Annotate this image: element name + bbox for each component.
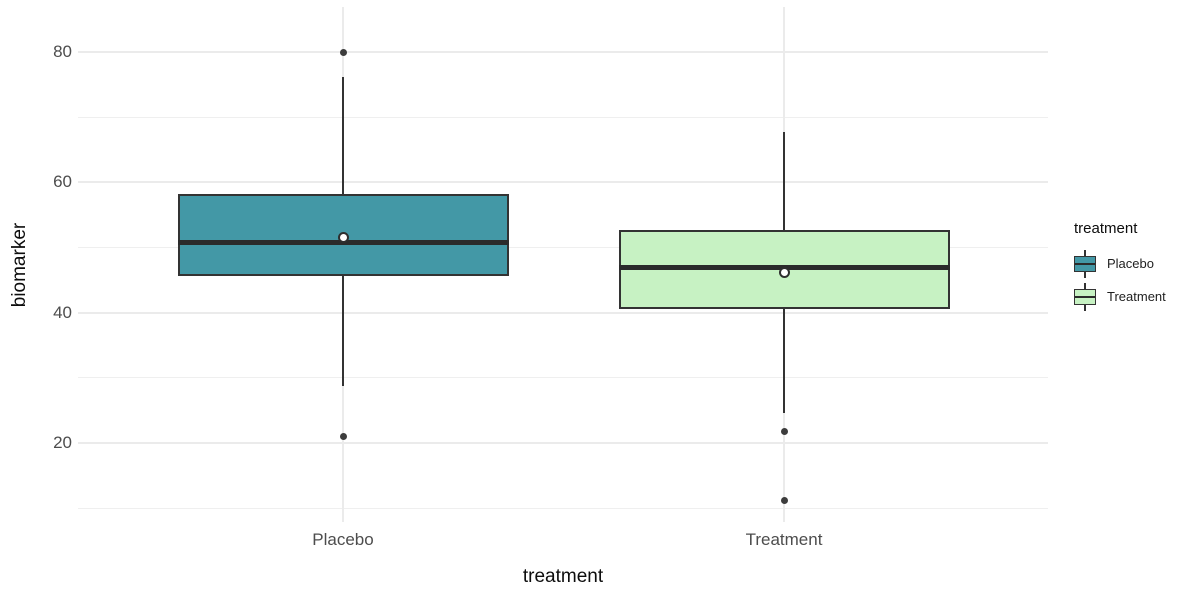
x-tick-label: Placebo	[312, 530, 374, 549]
legend-label-placebo: Placebo	[1107, 256, 1154, 271]
gridline-minor	[78, 377, 1048, 379]
outlier-point	[339, 48, 347, 56]
y-tick-label: 20	[53, 433, 72, 452]
outlier-point	[780, 496, 788, 504]
legend-label-treatment: Treatment	[1107, 289, 1166, 304]
x-axis-title: treatment	[522, 566, 604, 587]
glyph-whisker-top	[1084, 249, 1086, 256]
y-axis-title: biomarker	[9, 222, 30, 308]
boxplot-glyph-icon	[1072, 282, 1098, 311]
glyph-median	[1075, 295, 1095, 298]
whisker-lower	[783, 308, 785, 414]
glyph-box	[1074, 288, 1096, 305]
boxplot-glyph-icon	[1072, 249, 1098, 278]
mean-point	[778, 267, 790, 279]
legend-key-treatment: Treatment	[1072, 280, 1198, 313]
whisker-upper	[342, 77, 344, 195]
outlier-point	[339, 432, 347, 440]
gridline-minor	[78, 247, 1048, 248]
glyph-whisker-bottom	[1084, 304, 1086, 311]
legend-key-placebo: Placebo	[1072, 247, 1198, 280]
glyph-median	[1075, 262, 1095, 265]
legend-title: treatment	[1074, 220, 1138, 237]
whisker-upper	[783, 132, 785, 230]
glyph-box	[1074, 255, 1096, 272]
glyph-whisker-bottom	[1084, 271, 1086, 278]
x-tick-label: Treatment	[745, 530, 823, 549]
outlier-point	[780, 428, 788, 436]
gridline-major	[78, 51, 1048, 53]
legend: treatment Placebo Treatment	[1072, 220, 1198, 313]
gridline-major	[78, 442, 1048, 444]
y-tick-label: 60	[53, 172, 72, 192]
gridline-major	[78, 181, 1048, 184]
whisker-lower	[342, 276, 344, 387]
y-tick-label: 40	[53, 302, 72, 322]
gridline-major	[78, 311, 1048, 314]
glyph-whisker-top	[1084, 282, 1086, 289]
gridline-minor	[78, 507, 1048, 509]
y-tick-label: 80	[53, 42, 72, 61]
gridline-minor	[78, 116, 1048, 118]
mean-point	[337, 232, 349, 244]
